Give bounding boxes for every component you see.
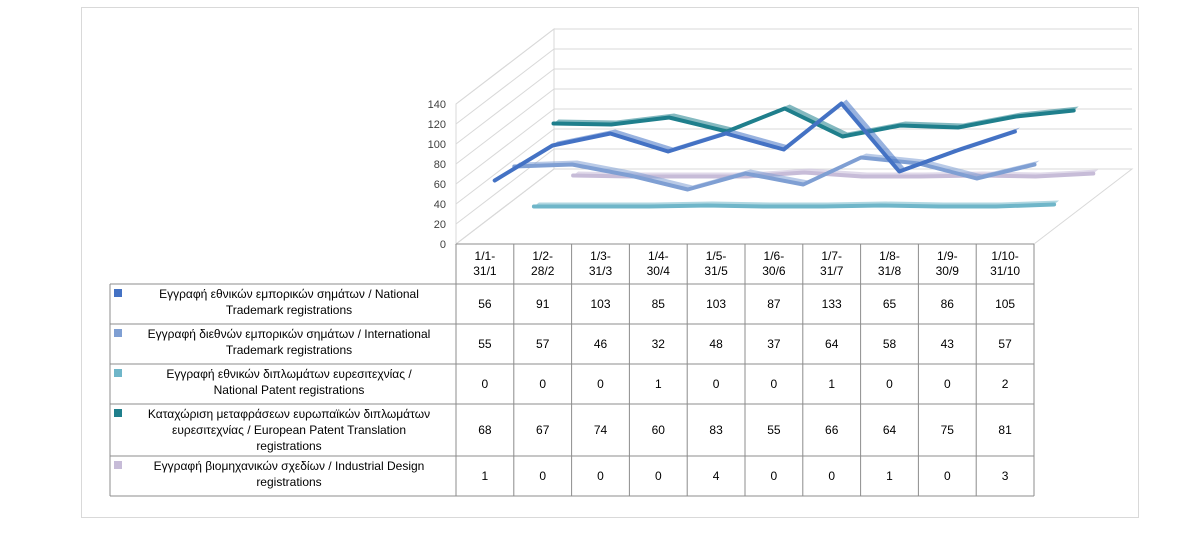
data-cell: 0	[597, 377, 604, 391]
data-cell: 32	[652, 337, 666, 351]
data-cell: 0	[944, 469, 951, 483]
legend-label: Καταχώριση μεταφράσεων ευρωπαϊκών διπλωμ…	[148, 407, 430, 453]
data-cell: 55	[478, 337, 492, 351]
data-cell: 0	[713, 377, 720, 391]
data-cell: 133	[822, 297, 842, 311]
data-cell: 4	[713, 469, 720, 483]
data-cell: 85	[652, 297, 666, 311]
y-tick-label: 100	[428, 139, 446, 151]
data-cell: 65	[883, 297, 897, 311]
legend-key	[114, 289, 122, 297]
gridline	[455, 48, 1132, 125]
data-cell: 57	[998, 337, 1012, 351]
x-category-label: 1/4-30/4	[647, 249, 671, 278]
data-cell: 75	[941, 423, 955, 437]
data-cell: 0	[771, 469, 778, 483]
data-cell: 74	[594, 423, 608, 437]
legend-key	[114, 409, 122, 417]
data-cell: 0	[771, 377, 778, 391]
x-category-label: 1/9-30/9	[936, 249, 960, 278]
legend-key	[114, 369, 122, 377]
y-tick-label: 40	[434, 199, 446, 211]
data-cell: 81	[998, 423, 1012, 437]
data-cell: 0	[944, 377, 951, 391]
y-tick-label: 0	[440, 239, 446, 251]
data-cell: 83	[709, 423, 723, 437]
data-cell: 1	[886, 469, 893, 483]
legend-label: Εγγραφή εθνικών διπλωμάτων ευρεσιτεχνίας…	[166, 367, 412, 397]
side-wall	[455, 27, 555, 246]
x-category-label: 1/8-31/8	[878, 249, 902, 278]
data-cell: 43	[941, 337, 955, 351]
x-category-label: 1/10-31/10	[990, 249, 1020, 278]
chart-frame: 0 20 40 60 80 100 120 140 1/1-31/1 1/2-28/2 1/3-3…	[81, 7, 1139, 518]
data-cell: 48	[709, 337, 723, 351]
data-cell: 55	[767, 423, 781, 437]
x-category-label: 1/1-31/1	[473, 249, 497, 278]
data-cell: 103	[590, 297, 610, 311]
gridline	[455, 128, 1132, 205]
data-cell: 46	[594, 337, 608, 351]
gridlines	[454, 27, 1134, 246]
data-cell: 0	[482, 377, 489, 391]
data-cell: 66	[825, 423, 839, 437]
legend-key	[114, 329, 122, 337]
gridline	[455, 28, 1132, 105]
data-cell: 103	[706, 297, 726, 311]
data-cell: 2	[1002, 377, 1009, 391]
data-cell: 105	[995, 297, 1015, 311]
legend-key	[114, 461, 122, 469]
data-cell: 64	[825, 337, 839, 351]
y-tick-label: 140	[428, 99, 446, 111]
data-cell: 87	[767, 297, 781, 311]
y-tick-label: 80	[434, 159, 446, 171]
gridline	[455, 108, 1132, 185]
series-line	[571, 170, 1096, 179]
series-line	[551, 106, 1076, 139]
y-axis: 0 20 40 60 80 100 120 140	[428, 99, 446, 251]
data-cell: 0	[597, 469, 604, 483]
y-tick-label: 60	[434, 179, 446, 191]
y-tick-label: 120	[428, 119, 446, 131]
series-line	[492, 101, 1017, 183]
series-ribbon	[553, 104, 1079, 137]
gridline	[455, 148, 1132, 225]
data-cell: 86	[941, 297, 955, 311]
data-cell: 0	[828, 469, 835, 483]
data-cell: 3	[1002, 469, 1009, 483]
series-line	[531, 202, 1057, 209]
legend-label: Εγγραφή διεθνών εμπορικών σημάτων / Inte…	[148, 327, 431, 357]
data-cell: 58	[883, 337, 897, 351]
legend-label: Εγγραφή βιομηχανικών σχεδίων / Industria…	[154, 459, 425, 489]
legend-label: Εγγραφή εθνικών εμπορικών σημάτων / Nati…	[159, 287, 419, 317]
data-cell: 0	[539, 377, 546, 391]
data-cell: 0	[655, 469, 662, 483]
x-category-label: 1/5-31/5	[704, 249, 728, 278]
x-category-label: 1/2-28/2	[531, 249, 555, 278]
gridline	[455, 68, 1132, 145]
data-table: 1/1-31/1 1/2-28/2 1/3-31/3 1/4-30/4 1/5-31/5…	[109, 243, 1035, 497]
data-cell: 56	[478, 297, 492, 311]
data-cell: 37	[767, 337, 781, 351]
data-cell: 64	[883, 423, 897, 437]
series-lines	[492, 99, 1099, 209]
gridline	[455, 88, 1132, 165]
y-tick-label: 20	[434, 219, 446, 231]
data-cell: 60	[652, 423, 666, 437]
data-cell: 1	[828, 377, 835, 391]
data-cell: 57	[536, 337, 550, 351]
x-category-label: 1/3-31/3	[589, 249, 613, 278]
series-ribbon	[494, 99, 1020, 181]
series-line	[512, 155, 1037, 192]
x-category-label: 1/6-30/6	[762, 249, 786, 278]
data-cell: 1	[655, 377, 662, 391]
data-cell: 1	[482, 469, 489, 483]
data-cell: 0	[539, 469, 546, 483]
data-cell: 68	[478, 423, 492, 437]
x-category-label: 1/7-31/7	[820, 249, 844, 278]
data-cell: 0	[886, 377, 893, 391]
data-cell: 67	[536, 423, 550, 437]
data-cell: 91	[536, 297, 550, 311]
